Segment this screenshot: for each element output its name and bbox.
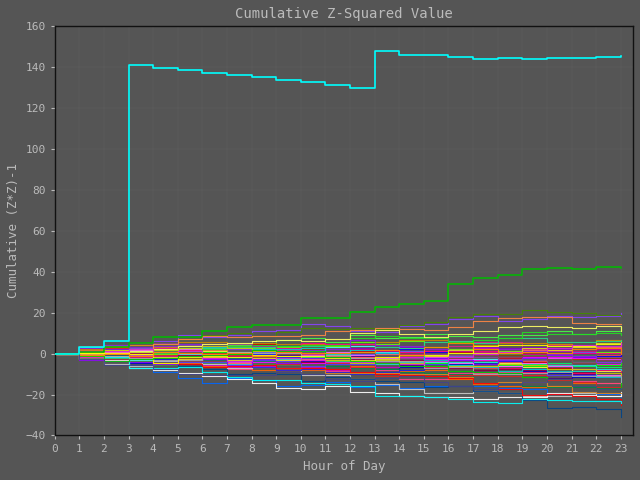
X-axis label: Hour of Day: Hour of Day	[303, 460, 385, 473]
Title: Cumulative Z-Squared Value: Cumulative Z-Squared Value	[235, 7, 452, 21]
Y-axis label: Cumulative (Z*Z)-1: Cumulative (Z*Z)-1	[7, 163, 20, 299]
